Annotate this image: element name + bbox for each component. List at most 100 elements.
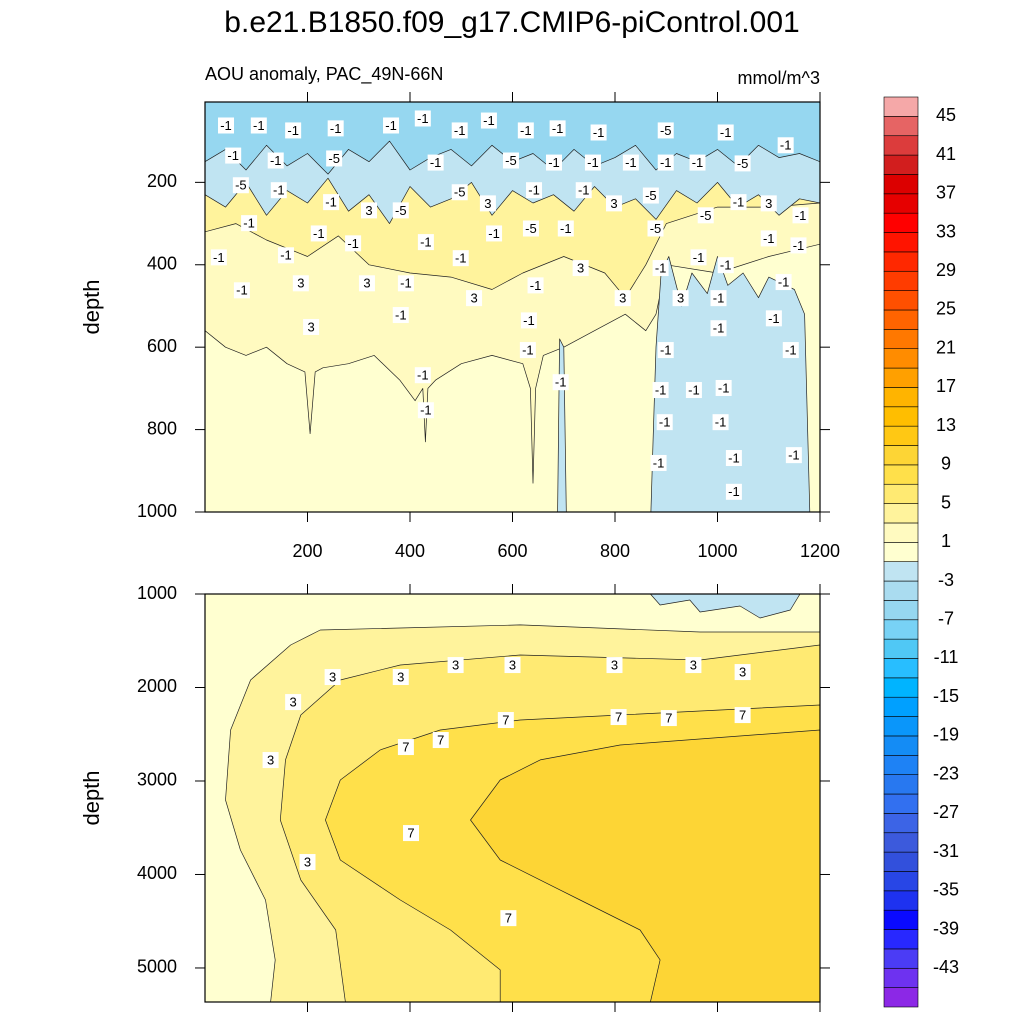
contour-region bbox=[470, 729, 820, 1002]
colorbar-label: -43 bbox=[933, 957, 959, 977]
contour-label-box bbox=[497, 712, 514, 729]
contour-label: -5 bbox=[328, 151, 340, 166]
plot-area: 3 3 3 3 3 3 3 3 3 3 7 7 7 7 7 7 7 7 bbox=[205, 594, 820, 1002]
contour-label-box bbox=[361, 202, 377, 219]
contour-label-box bbox=[652, 260, 669, 277]
contour-label-box bbox=[785, 447, 802, 464]
colorbar-label: 37 bbox=[936, 183, 956, 203]
contour-label: -1 bbox=[522, 342, 534, 357]
contour-label: -1 bbox=[780, 138, 792, 153]
contour-label: -1 bbox=[213, 250, 225, 265]
contour-label-box bbox=[685, 657, 702, 674]
contour-label: -1 bbox=[768, 311, 780, 326]
contour-label-box bbox=[672, 290, 689, 307]
contour-label: -1 bbox=[430, 155, 442, 170]
colorbar-box bbox=[883, 871, 919, 892]
contour-label: 7 bbox=[402, 739, 409, 754]
colorbar-label: 41 bbox=[936, 144, 956, 164]
colorbar-box bbox=[883, 212, 919, 233]
contour-label-box bbox=[250, 117, 267, 134]
colorbar-box bbox=[883, 174, 919, 195]
colorbar-box bbox=[883, 851, 919, 872]
contour-label-box bbox=[451, 184, 468, 201]
contour-label-box bbox=[605, 195, 622, 212]
contour-label: 3 bbox=[365, 203, 372, 218]
contour-label-box bbox=[546, 154, 563, 171]
contour-label-box bbox=[526, 182, 543, 199]
contour-label-box bbox=[241, 215, 258, 232]
contour-label: -1 bbox=[227, 148, 239, 163]
contour-label-box bbox=[652, 382, 669, 399]
contour-label: 3 bbox=[470, 291, 477, 306]
contour-label: -1 bbox=[400, 276, 412, 291]
colorbar-box bbox=[883, 716, 919, 737]
colorbar-label: -11 bbox=[934, 647, 959, 667]
contour-label: 3 bbox=[307, 319, 314, 334]
colorbar-box bbox=[883, 387, 919, 408]
x-tick-label: 800 bbox=[600, 541, 630, 561]
contour-label: 3 bbox=[304, 854, 311, 869]
colorbar-box bbox=[883, 987, 919, 1008]
contour-label-box bbox=[324, 669, 341, 686]
contour-label: -1 bbox=[593, 125, 605, 140]
contour-label: -1 bbox=[236, 283, 248, 298]
contour-label: -1 bbox=[420, 235, 432, 250]
contour-label-box bbox=[734, 707, 751, 724]
contour-label: -1 bbox=[417, 111, 429, 126]
contour-label-box bbox=[466, 290, 483, 307]
contour-label: -5 bbox=[650, 221, 662, 236]
contour-label: 3 bbox=[611, 657, 618, 672]
contour-label-box bbox=[232, 177, 249, 194]
contour-label: -1 bbox=[395, 307, 407, 322]
contour-label-box bbox=[417, 402, 434, 419]
colorbar-box bbox=[883, 909, 919, 930]
colorbar-label: 33 bbox=[936, 221, 956, 241]
colorbar-box bbox=[883, 232, 919, 253]
contour-label: -1 bbox=[280, 248, 292, 263]
contour-label-box bbox=[447, 657, 464, 674]
contour-label-box bbox=[760, 230, 777, 247]
contour-label: -1 bbox=[793, 238, 805, 253]
colorbar-box bbox=[883, 890, 919, 911]
contour-label: -1 bbox=[785, 342, 797, 357]
contour-label: -1 bbox=[454, 123, 466, 138]
colorbar-box bbox=[883, 754, 919, 775]
units-label: mmol/m^3 bbox=[738, 68, 820, 88]
y-axis-label: depth bbox=[79, 770, 104, 825]
colorbar-box bbox=[883, 445, 919, 466]
contour-label: 7 bbox=[615, 709, 622, 724]
contour-label-box bbox=[262, 752, 279, 769]
colorbar-label: -3 bbox=[938, 570, 954, 590]
contour-label-box bbox=[697, 207, 714, 224]
colorbar-box bbox=[883, 638, 919, 659]
contour-label-box bbox=[647, 220, 664, 237]
contour-label: -5 bbox=[454, 185, 466, 200]
contour-label: -1 bbox=[713, 291, 725, 306]
contour-label: -1 bbox=[273, 183, 285, 198]
contour-label-box bbox=[414, 367, 431, 384]
contour-label: -1 bbox=[715, 415, 727, 430]
contour-label-box bbox=[267, 152, 284, 169]
colorbar-box bbox=[883, 696, 919, 717]
contour-label-box bbox=[660, 710, 677, 727]
contour-label: 3 bbox=[739, 665, 746, 680]
contour-label: -1 bbox=[778, 275, 790, 290]
contour-label: 7 bbox=[407, 825, 414, 840]
colorbar-box bbox=[883, 483, 919, 504]
contour-label: -1 bbox=[270, 153, 282, 168]
contour-label-box bbox=[233, 282, 250, 299]
contour-label: -1 bbox=[788, 448, 800, 463]
contour-label: -1 bbox=[528, 183, 540, 198]
y-tick-label: 600 bbox=[147, 336, 177, 356]
contour-label: 3 bbox=[290, 695, 297, 710]
contour-label-box bbox=[527, 277, 544, 294]
y-tick-label: 200 bbox=[147, 171, 177, 191]
colorbar-box bbox=[883, 658, 919, 679]
contour-label: -1 bbox=[243, 216, 255, 231]
contour-label-box bbox=[606, 657, 623, 674]
x-tick-label: 200 bbox=[292, 541, 322, 561]
colorbar-label: 5 bbox=[941, 492, 951, 512]
contour-label: -1 bbox=[659, 415, 671, 430]
contour-label-box bbox=[657, 122, 674, 139]
